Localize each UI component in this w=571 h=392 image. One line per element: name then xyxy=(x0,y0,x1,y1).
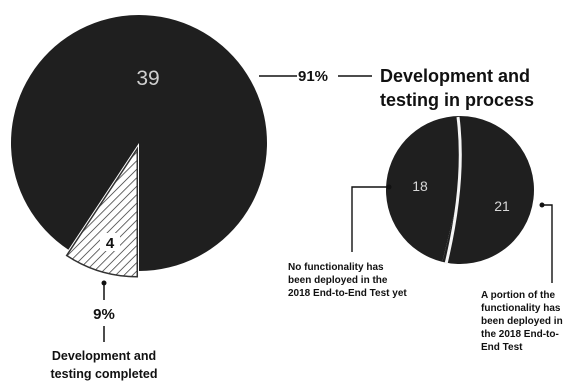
partially-deployed-leader xyxy=(542,204,553,283)
not-deployed-label-line-3: 2018 End-to-End Test yet xyxy=(288,288,407,299)
completed-percent: 9% xyxy=(93,306,115,323)
in-process-label-line-2: testing in process xyxy=(380,90,534,110)
main-pie-value-completed: 4 xyxy=(106,235,115,252)
sub-pie-divider xyxy=(444,116,462,265)
completed-label-line-2: testing completed xyxy=(51,367,158,381)
main-pie-slice-in-process xyxy=(10,14,267,271)
partially-deployed-label-line-5: End Test xyxy=(481,342,523,353)
main-pie-value-completed-box xyxy=(100,233,120,251)
partially-deployed-label-line-2: functionality has xyxy=(481,303,561,314)
not-deployed-label-line-2: been deployed in the xyxy=(288,275,388,286)
not-deployed-leader xyxy=(351,186,389,252)
partially-deployed-label-line-1: A portion of the xyxy=(481,290,555,301)
sub-pie-slice-not-deployed xyxy=(385,116,460,262)
sub-pie-value-not-deployed: 18 xyxy=(412,178,428,194)
in-process-percent: 91% xyxy=(298,68,328,85)
main-pie-value-in-process: 39 xyxy=(136,67,159,90)
not-deployed-label-line-1: No functionality has xyxy=(288,262,384,273)
completed-label-line-1: Development and xyxy=(52,349,156,363)
sub-pie-slice-partially-deployed xyxy=(442,116,534,264)
in-process-label-line-1: Development and xyxy=(380,66,530,86)
sub-pie-value-partially-deployed: 21 xyxy=(494,198,510,214)
partially-deployed-label-line-4: the 2018 End-to- xyxy=(481,329,559,340)
partially-deployed-label-line-3: been deployed in xyxy=(481,316,563,327)
